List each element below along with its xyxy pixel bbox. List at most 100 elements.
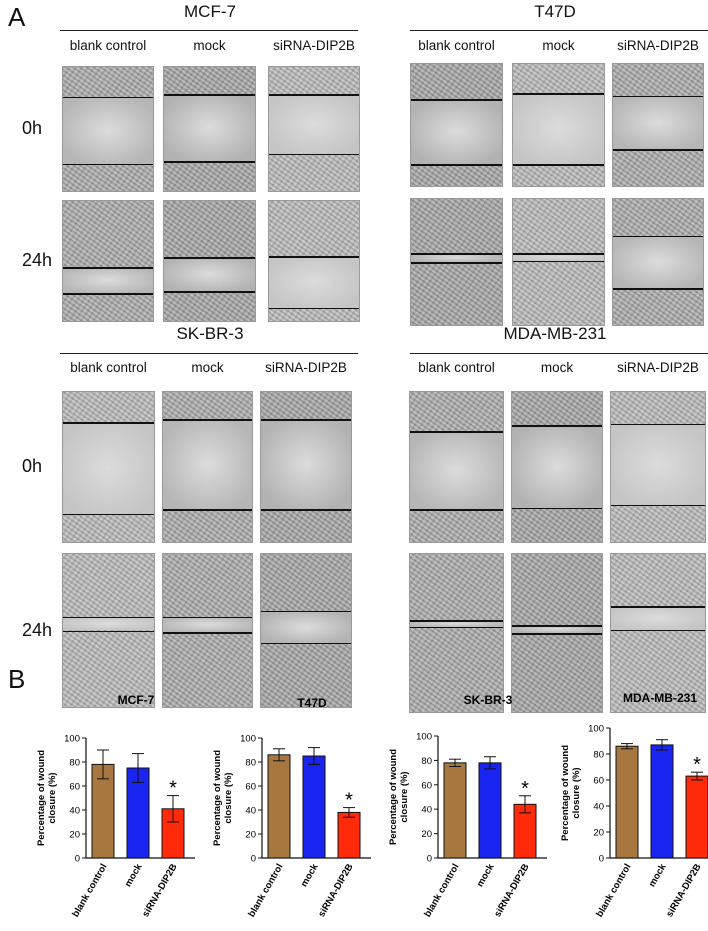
micrograph-image bbox=[260, 391, 352, 543]
wound-edge-line bbox=[261, 419, 351, 421]
wound-edge-line bbox=[269, 307, 359, 310]
micrograph-image bbox=[409, 391, 504, 543]
wound-edge-line bbox=[63, 163, 153, 166]
y-tick-label: 100 bbox=[64, 734, 80, 745]
panel-a-label: A bbox=[8, 2, 26, 32]
wound-gap bbox=[63, 267, 153, 294]
column-label: blank control bbox=[69, 38, 147, 53]
chart-title: MDA-MB-231 bbox=[623, 691, 697, 705]
bar bbox=[650, 744, 674, 859]
panel-b-label: B bbox=[8, 664, 26, 694]
y-tick-label: 80 bbox=[421, 756, 432, 767]
wound-edge-line bbox=[63, 513, 154, 515]
wound-edge-line bbox=[163, 632, 252, 634]
wound-edge-line bbox=[410, 431, 503, 433]
wound-edge-line bbox=[163, 616, 252, 619]
y-tick-label: 60 bbox=[593, 776, 604, 787]
micrograph-image bbox=[410, 63, 503, 187]
micrograph-image bbox=[511, 553, 603, 713]
category-label: siRNA-DIP2B bbox=[316, 862, 355, 919]
chart-title: SK-BR-3 bbox=[464, 693, 513, 707]
wound-edge-line bbox=[411, 164, 502, 166]
column-label: blank control bbox=[418, 360, 495, 375]
y-tick-label: 60 bbox=[421, 780, 432, 791]
wound-edge-line bbox=[613, 235, 703, 238]
y-tick-label: 40 bbox=[593, 802, 604, 813]
micrograph-image bbox=[162, 391, 253, 543]
y-axis-label: Percentage of woundclosure (%) bbox=[560, 745, 582, 841]
wound-edge-line bbox=[63, 616, 154, 619]
cell-line-title: T47D bbox=[534, 2, 576, 21]
y-tick-label: 0 bbox=[599, 854, 604, 865]
wound-gap bbox=[269, 94, 359, 154]
wound-edge-line bbox=[513, 93, 604, 95]
micrograph-image bbox=[610, 553, 706, 713]
y-tick-label: 80 bbox=[593, 750, 604, 761]
y-tick-label: 60 bbox=[245, 782, 256, 793]
wound-edge-line bbox=[512, 625, 602, 627]
wound-edge-line bbox=[411, 99, 502, 101]
y-axis-label: Percentage of woundclosure (%) bbox=[212, 750, 234, 846]
bar bbox=[302, 755, 326, 859]
cell-line-title: MDA-MB-231 bbox=[503, 324, 607, 343]
wound-edge-line bbox=[513, 164, 604, 166]
column-label: blank control bbox=[418, 38, 495, 53]
cell-line-divider bbox=[60, 30, 358, 31]
timepoint-label: 0h bbox=[22, 118, 43, 138]
column-label: siRNA-DIP2B bbox=[617, 360, 699, 375]
bar bbox=[267, 754, 291, 859]
micrograph-image bbox=[511, 391, 603, 543]
wound-edge-line bbox=[410, 626, 503, 629]
micrograph-image bbox=[268, 66, 360, 192]
wound-gap bbox=[163, 419, 252, 509]
wound-gap bbox=[63, 422, 154, 514]
category-label: siRNA-DIP2B bbox=[492, 862, 531, 919]
wound-gap bbox=[611, 423, 705, 505]
category-label: blank control bbox=[70, 862, 109, 919]
panel-b-bar-charts: MCF-7 0 20 40 60 80 100 Percentage of woundclos… bbox=[36, 691, 708, 919]
bar bbox=[337, 811, 361, 859]
category-label: siRNA-DIP2B bbox=[664, 862, 703, 919]
y-tick-label: 60 bbox=[69, 782, 80, 793]
micrograph-image bbox=[612, 198, 704, 326]
wound-gap bbox=[410, 431, 503, 509]
wound-gap bbox=[63, 616, 154, 631]
column-label: mock bbox=[540, 360, 574, 375]
wound-gap bbox=[512, 425, 602, 508]
y-tick-label: 100 bbox=[416, 732, 432, 743]
timepoint-label: 24h bbox=[22, 619, 53, 640]
wound-edge-line bbox=[269, 256, 359, 258]
micrograph-image bbox=[409, 553, 504, 713]
significance-marker: * bbox=[169, 778, 177, 800]
category-label: mock bbox=[647, 861, 669, 889]
wound-edge-line bbox=[410, 509, 503, 511]
wound-edge-line bbox=[163, 509, 252, 511]
wound-edge-line bbox=[269, 153, 359, 156]
cell-line-divider bbox=[410, 30, 708, 31]
category-label: mock bbox=[475, 861, 497, 889]
y-tick-label: 20 bbox=[421, 829, 432, 840]
cell-line-title: MCF-7 bbox=[184, 2, 236, 21]
cell-line-divider bbox=[410, 353, 708, 354]
wound-edge-line bbox=[261, 642, 351, 645]
column-label: siRNA-DIP2B bbox=[265, 360, 347, 375]
wound-gap bbox=[513, 253, 604, 261]
micrograph-image bbox=[512, 198, 605, 326]
micrograph-image bbox=[62, 200, 154, 322]
micrograph-image bbox=[62, 553, 155, 708]
wound-edge-line bbox=[63, 422, 154, 424]
micrograph-image bbox=[268, 200, 360, 322]
micrograph-image bbox=[62, 391, 155, 543]
wound-edge-line bbox=[164, 291, 255, 293]
wound-gap bbox=[613, 95, 703, 150]
chart-title: MCF-7 bbox=[118, 693, 155, 707]
column-label: mock bbox=[191, 360, 224, 375]
wound-gap bbox=[269, 256, 359, 308]
timepoint-label: 24h bbox=[22, 250, 53, 270]
wound-edge-line bbox=[611, 504, 705, 506]
y-axis-label: Percentage of woundclosure (%) bbox=[388, 749, 410, 845]
column-label: siRNA-DIP2B bbox=[273, 38, 355, 53]
cell-line-divider bbox=[60, 353, 358, 354]
wound-edge-line bbox=[63, 630, 154, 632]
wound-edge-line bbox=[611, 606, 705, 608]
